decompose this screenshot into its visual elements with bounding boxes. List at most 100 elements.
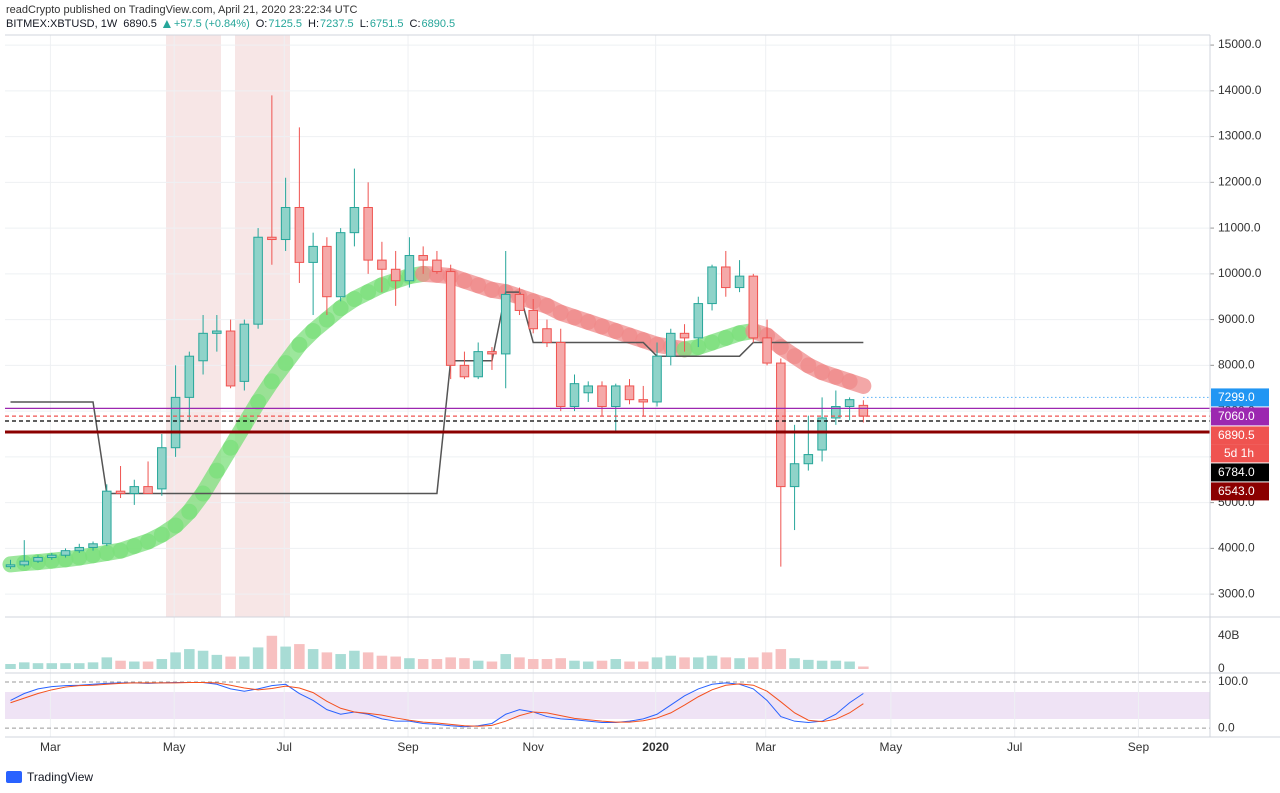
osc-line xyxy=(10,681,864,727)
candle-body xyxy=(721,266,731,289)
oscillator-band xyxy=(5,692,1210,719)
candle-body xyxy=(789,463,800,488)
volume-bar xyxy=(858,666,869,669)
volume-bar xyxy=(142,661,154,669)
candle-body xyxy=(652,355,662,403)
y-tick-label: 14000.0 xyxy=(1218,83,1262,97)
y-tick-label: 8000.0 xyxy=(1218,358,1255,372)
osc-tick-label: 100.0 xyxy=(1218,674,1248,688)
candle-body xyxy=(198,332,208,362)
countdown-box xyxy=(1211,444,1269,463)
volume-bar xyxy=(638,661,649,669)
marks xyxy=(2,95,1210,728)
volume-bar xyxy=(706,655,718,669)
candle-body xyxy=(404,255,415,282)
ohlc-value: 6890.5 xyxy=(422,18,456,30)
candle-body xyxy=(844,399,855,408)
volume-bar xyxy=(541,659,553,669)
candle-body xyxy=(583,385,594,394)
volume-bar xyxy=(18,662,30,669)
candle-body xyxy=(47,554,57,559)
x-tick-label: Jul xyxy=(1007,740,1022,754)
volume-bar xyxy=(459,658,470,669)
candle-body xyxy=(335,232,346,298)
candle-body xyxy=(212,330,222,334)
candle-body xyxy=(349,206,360,234)
candle-body xyxy=(831,406,841,419)
volume-bar xyxy=(789,658,800,669)
volume-bar xyxy=(734,658,745,669)
candle-body xyxy=(308,245,318,263)
ohlc-label: C: xyxy=(410,18,421,30)
volume-bar xyxy=(335,654,346,669)
candle-body xyxy=(33,557,43,562)
price-label-box xyxy=(1211,407,1269,426)
y-tick-label: 9000.0 xyxy=(1218,312,1255,326)
osc-tick-label: 0.0 xyxy=(1218,720,1235,734)
volume-bar xyxy=(500,654,511,669)
volume-bar xyxy=(720,657,732,669)
candle-body xyxy=(377,259,387,270)
volume-bar xyxy=(239,656,250,669)
volume-bar xyxy=(184,649,195,669)
price-label-box xyxy=(1211,388,1269,407)
candle-body xyxy=(693,303,704,339)
volume-bar xyxy=(761,652,773,669)
volume-bar xyxy=(266,635,278,669)
volume-bar xyxy=(362,652,374,669)
candle-body xyxy=(569,383,580,408)
brand: TradingView xyxy=(27,770,93,784)
volume-bar xyxy=(610,659,622,669)
candle-body xyxy=(267,236,277,241)
candle-body xyxy=(88,543,98,548)
volume-bar xyxy=(775,649,787,669)
x-tick-label: May xyxy=(880,740,903,754)
volume-bar xyxy=(582,661,594,669)
candle-body xyxy=(5,564,16,568)
price-label: 6543.0 xyxy=(1218,484,1255,498)
candle-body xyxy=(19,560,30,566)
candle-body xyxy=(803,454,814,465)
volume-bar xyxy=(5,664,16,669)
candle-body xyxy=(514,293,525,311)
ohlc-value: 6751.5 xyxy=(370,18,404,30)
axes: Mar May Jul Sep Nov 2020 Mar May Jul Sep 3000.0 400… xyxy=(40,37,1269,754)
volume-bar xyxy=(390,656,401,669)
countdown: 5d 1h xyxy=(1224,446,1254,460)
volume-bar xyxy=(46,663,58,669)
candle-body xyxy=(390,268,401,282)
x-tick-label: Sep xyxy=(397,740,419,754)
x-tick-label: Jul xyxy=(277,740,292,754)
symbol: BITMEX:XBTUSD, 1W xyxy=(6,18,118,30)
brand-logo xyxy=(6,771,22,783)
volume-bar xyxy=(376,655,388,669)
candle-body xyxy=(74,546,85,552)
volume-bar xyxy=(748,657,759,669)
candle-body xyxy=(500,293,511,355)
volume-bar xyxy=(74,663,85,669)
candle-body xyxy=(473,351,483,378)
candle-body xyxy=(638,399,649,403)
candle-body xyxy=(225,330,236,387)
volume-bar xyxy=(280,646,291,669)
volume-bar xyxy=(321,652,333,669)
volume-bar xyxy=(569,660,580,669)
x-tick-label: Sep xyxy=(1128,740,1150,754)
volume-bar xyxy=(156,659,168,669)
volume-bar xyxy=(129,661,140,669)
candle-body xyxy=(294,206,305,263)
candle-body xyxy=(528,309,538,330)
x-tick-label: Mar xyxy=(755,740,776,754)
candle-body xyxy=(597,385,607,408)
candle-body xyxy=(666,332,676,357)
volume-bar xyxy=(404,658,415,669)
x-tick-label: Mar xyxy=(40,740,61,754)
candle-body xyxy=(322,245,332,298)
volume-bar xyxy=(349,650,360,669)
y-tick-label: 12000.0 xyxy=(1218,175,1262,189)
candle-body xyxy=(418,255,428,261)
y-tick-label: 4000.0 xyxy=(1218,541,1255,555)
candle-body xyxy=(280,206,291,241)
candle-body xyxy=(624,385,635,401)
